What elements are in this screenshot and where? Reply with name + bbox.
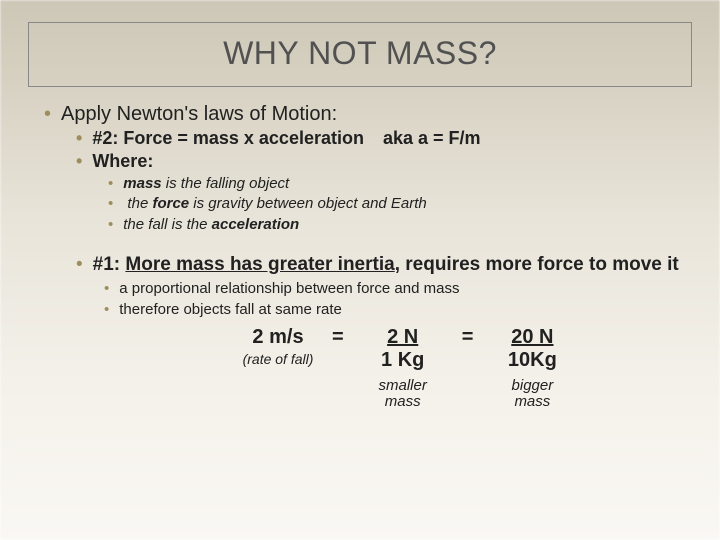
- eq-equals-1: =: [318, 326, 358, 349]
- text-law2: #2: Force = mass x acceleration: [92, 128, 369, 148]
- text-prop: a proportional relationship between forc…: [119, 280, 459, 297]
- eq-small-bot: 1 Kg: [381, 349, 424, 372]
- text-law1a: #1:: [93, 254, 126, 275]
- eq-col-big: 20 N 10Kg biggermass: [487, 326, 577, 411]
- text-where: Where:: [92, 151, 153, 171]
- eq-big-top: 20 N: [511, 326, 553, 349]
- text-sub1b: is the falling object: [162, 175, 290, 192]
- eq-rate-sub: (rate of fall): [243, 351, 314, 367]
- bullet-sub3: • the fall is the acceleration: [108, 215, 692, 235]
- bullet-icon: •: [104, 280, 109, 297]
- text-sub3a: the fall is the: [123, 216, 211, 233]
- bullet-icon: •: [44, 103, 51, 125]
- text-law1b: More mass has greater inertia: [125, 254, 394, 275]
- bullet-law2: • #2: Force = mass x acceleration aka a =…: [76, 128, 692, 149]
- bullet-sub1: • mass is the falling object: [108, 174, 692, 194]
- text-sub2a: the: [123, 195, 152, 212]
- bullet-icon: •: [104, 301, 109, 318]
- bullet-icon: •: [108, 216, 113, 233]
- bullet-lvl1-apply: • Apply Newton's laws of Motion:: [44, 103, 692, 126]
- equation-row: 2 m/s (rate of fall) = 2 N 1 Kg smallerm…: [238, 326, 692, 411]
- bullet-icon: •: [76, 254, 83, 275]
- text-sub1a: mass: [123, 175, 161, 192]
- eq-col-small: 2 N 1 Kg smallermass: [358, 326, 448, 411]
- slide-title: WHY NOT MASS?: [29, 35, 691, 72]
- text-sub2b: force: [152, 195, 189, 212]
- eq-small-top: 2 N: [387, 326, 418, 349]
- eq-small-sub: smallermass: [379, 378, 427, 411]
- text-sub3b: acceleration: [212, 216, 300, 233]
- eq-big-sub: biggermass: [512, 378, 554, 411]
- slide: WHY NOT MASS? • Apply Newton's laws of Mo…: [0, 0, 720, 540]
- text-apply: Apply Newton's laws of Motion:: [61, 103, 337, 125]
- bullet-icon: •: [76, 151, 82, 171]
- title-container: WHY NOT MASS?: [28, 22, 692, 87]
- text-sub2c: is gravity between object and Earth: [189, 195, 427, 212]
- eq-col-rate: 2 m/s (rate of fall): [238, 326, 318, 367]
- eq-equals-2: =: [448, 326, 488, 349]
- bullet-icon: •: [108, 195, 113, 212]
- bullet-icon: •: [108, 175, 113, 192]
- bullet-prop: • a proportional relationship between for…: [104, 279, 692, 299]
- bullet-sub2: • the force is gravity between object an…: [108, 194, 692, 214]
- bullet-therefore: • therefore objects fall at same rate: [104, 300, 692, 320]
- text-aka: aka a = F/m: [383, 128, 481, 148]
- bullet-law1: • #1: More mass has greater inertia, requ…: [76, 253, 682, 277]
- text-therefore: therefore objects fall at same rate: [119, 301, 342, 318]
- eq-big-bot: 10Kg: [508, 349, 557, 372]
- text-law1c: , requires more force to move it: [395, 254, 679, 275]
- bullet-icon: •: [76, 128, 82, 148]
- bullet-where: • Where:: [76, 151, 692, 172]
- eq-rate: 2 m/s: [252, 326, 303, 349]
- slide-content: • Apply Newton's laws of Motion: • #2: For…: [28, 103, 692, 411]
